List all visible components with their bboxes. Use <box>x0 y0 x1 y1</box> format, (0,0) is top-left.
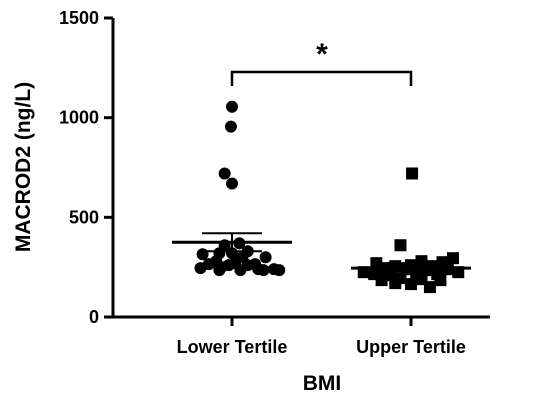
data-point-square <box>394 239 407 252</box>
data-point-square <box>406 167 419 180</box>
data-point-square <box>389 277 402 290</box>
significance-star: * <box>316 38 328 71</box>
x-tick-label: Lower Tertile <box>177 337 288 357</box>
significance-bracket-line <box>230 70 413 86</box>
data-point-circle <box>226 100 238 113</box>
data-marks <box>194 100 465 294</box>
x-ticks: Lower Tertile Upper Tertile <box>177 317 466 357</box>
data-point-square <box>423 281 436 294</box>
data-point-circle <box>259 251 272 264</box>
x-tick-label: Upper Tertile <box>356 337 466 357</box>
x-axis-title: BMI <box>303 372 342 395</box>
data-point-square <box>375 274 388 287</box>
data-point-circle <box>194 262 207 275</box>
data-point-circle <box>218 167 231 180</box>
data-point-circle <box>273 264 286 277</box>
data-point-circle <box>224 120 237 133</box>
data-point-square <box>447 252 459 265</box>
data-point-square <box>434 274 447 287</box>
significance-bracket: * <box>230 38 413 86</box>
y-tick-label: 0 <box>89 307 99 327</box>
y-ticks: 0 500 1000 1500 <box>59 8 113 327</box>
mean-sem-bars <box>172 232 471 276</box>
y-axis-title: MACROD2 (ng/L) <box>12 82 35 252</box>
axes <box>111 18 490 319</box>
data-point-circle <box>226 247 238 260</box>
data-point-circle <box>226 177 238 190</box>
data-point-circle <box>257 264 270 277</box>
y-tick-label: 1500 <box>59 8 99 28</box>
data-point-circle <box>196 248 209 261</box>
y-tick-label: 500 <box>69 207 99 227</box>
data-point-circle <box>234 264 247 277</box>
data-point-circle <box>213 264 226 277</box>
data-point-square <box>415 255 428 268</box>
data-point-square <box>405 278 417 291</box>
y-tick-label: 1000 <box>59 108 99 128</box>
